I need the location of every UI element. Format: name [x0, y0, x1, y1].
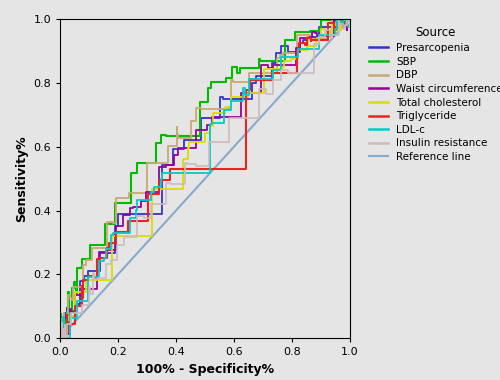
X-axis label: 100% - Specificity%: 100% - Specificity% — [136, 363, 274, 376]
Legend: Presarcopenia, SBP, DBP, Waist circumference, Total cholesterol, Triglyceride, L: Presarcopenia, SBP, DBP, Waist circumfer… — [367, 24, 500, 164]
Y-axis label: Sensitivity%: Sensitivity% — [14, 135, 28, 222]
